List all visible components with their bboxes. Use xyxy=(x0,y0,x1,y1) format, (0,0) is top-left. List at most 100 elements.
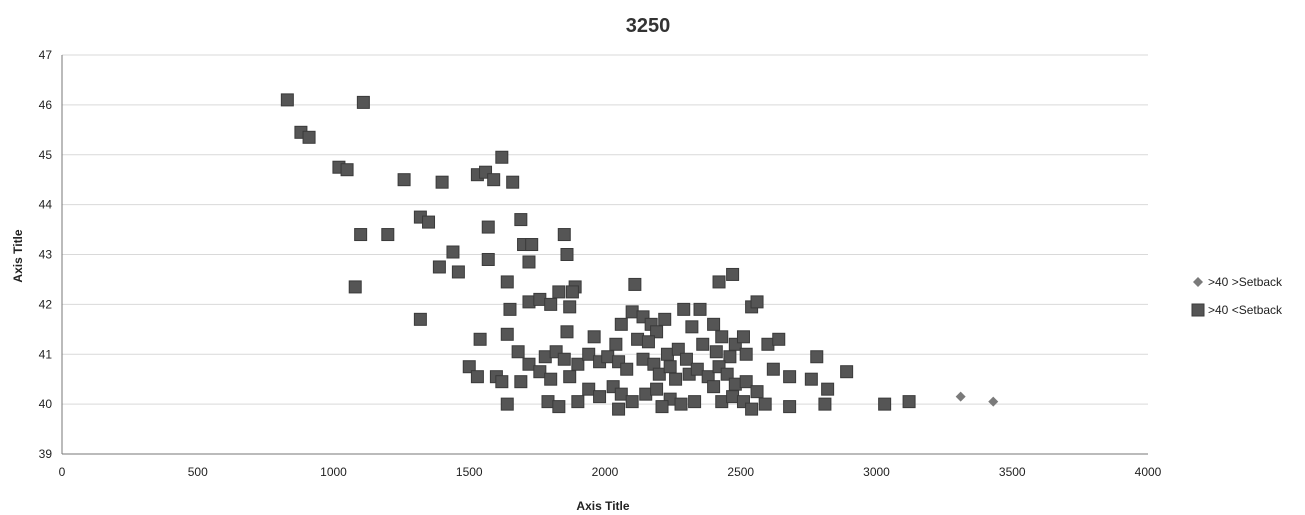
x-tick-label: 2000 xyxy=(592,465,619,479)
legend-label: >40 >Setback xyxy=(1208,275,1283,289)
data-point xyxy=(495,375,509,389)
y-tick-label: 42 xyxy=(39,297,53,311)
data-point xyxy=(690,362,704,376)
data-point xyxy=(533,365,547,379)
x-axis-title: Axis Title xyxy=(576,499,629,513)
data-point xyxy=(745,402,759,416)
data-points xyxy=(280,93,999,416)
data-point xyxy=(660,347,674,361)
data-point xyxy=(413,312,427,326)
y-tick-label: 41 xyxy=(39,347,53,361)
data-point xyxy=(533,292,547,306)
data-point xyxy=(878,397,892,411)
data-point xyxy=(723,350,737,364)
data-point xyxy=(772,332,786,346)
y-tick-label: 39 xyxy=(39,447,53,461)
data-point xyxy=(674,397,688,411)
data-point xyxy=(614,387,628,401)
chart-title: 3250 xyxy=(626,15,671,37)
data-point xyxy=(557,228,571,242)
data-point xyxy=(652,367,666,381)
data-point xyxy=(560,248,574,261)
data-point xyxy=(726,267,740,281)
x-tick-label: 1000 xyxy=(320,465,347,479)
x-tick-label: 0 xyxy=(59,465,66,479)
data-point xyxy=(582,347,596,361)
data-point xyxy=(552,400,566,414)
data-point xyxy=(538,350,552,364)
data-point xyxy=(620,362,634,376)
data-point xyxy=(612,402,626,416)
y-tick-label: 44 xyxy=(39,198,53,212)
data-point xyxy=(348,280,362,294)
data-point xyxy=(609,337,623,351)
axes xyxy=(61,55,1148,455)
data-point xyxy=(473,332,487,346)
data-point xyxy=(525,238,539,252)
data-point xyxy=(750,385,764,399)
data-point xyxy=(804,372,818,386)
data-point xyxy=(470,370,484,384)
y-tick-label: 45 xyxy=(39,148,53,162)
data-point xyxy=(715,395,729,409)
data-point xyxy=(671,342,685,356)
data-point xyxy=(639,387,653,401)
data-point xyxy=(712,275,726,289)
data-point xyxy=(560,325,574,339)
data-point xyxy=(571,395,585,409)
legend-marker xyxy=(1193,277,1203,287)
data-point xyxy=(432,260,446,274)
data-point xyxy=(582,382,596,396)
y-axis-title: Axis Title xyxy=(11,229,25,282)
data-point xyxy=(650,325,664,339)
data-point xyxy=(614,317,628,331)
data-point xyxy=(563,370,577,384)
y-tick-label: 46 xyxy=(39,98,53,112)
data-point xyxy=(669,372,683,386)
x-tick-label: 2500 xyxy=(727,465,754,479)
data-point xyxy=(522,255,536,269)
data-point xyxy=(356,95,370,109)
data-point xyxy=(679,352,693,366)
data-point xyxy=(541,395,555,409)
data-point xyxy=(435,175,449,189)
data-point xyxy=(571,357,585,371)
series-1 xyxy=(955,391,999,407)
y-tick-label: 40 xyxy=(39,397,53,411)
data-point xyxy=(451,265,465,279)
data-point xyxy=(658,312,672,326)
data-point xyxy=(631,332,645,346)
data-point xyxy=(500,275,514,289)
data-point xyxy=(821,382,835,396)
data-point xyxy=(552,285,566,299)
data-point xyxy=(739,375,753,389)
data-point xyxy=(709,345,723,359)
data-point xyxy=(728,377,742,391)
gridlines xyxy=(62,54,1148,405)
data-point xyxy=(783,400,797,414)
data-point xyxy=(500,327,514,341)
data-point xyxy=(514,375,528,389)
data-point xyxy=(563,300,577,314)
data-point xyxy=(783,370,797,384)
data-point xyxy=(354,228,368,242)
data-point xyxy=(655,400,669,414)
data-point xyxy=(840,365,854,379)
data-point xyxy=(766,362,780,376)
data-point xyxy=(663,360,677,374)
data-point xyxy=(557,352,571,366)
data-point xyxy=(625,395,639,409)
data-point xyxy=(522,295,536,309)
data-point xyxy=(302,130,316,144)
x-tick-label: 1500 xyxy=(456,465,483,479)
data-point xyxy=(500,397,514,411)
data-point xyxy=(340,163,354,177)
data-point xyxy=(280,93,294,107)
data-point xyxy=(628,277,642,291)
data-point xyxy=(593,390,607,404)
y-tick-label: 43 xyxy=(39,248,53,262)
data-point xyxy=(693,302,707,316)
data-point xyxy=(506,175,520,189)
legend: >40 >Setback >40 <Setback xyxy=(1191,275,1283,317)
